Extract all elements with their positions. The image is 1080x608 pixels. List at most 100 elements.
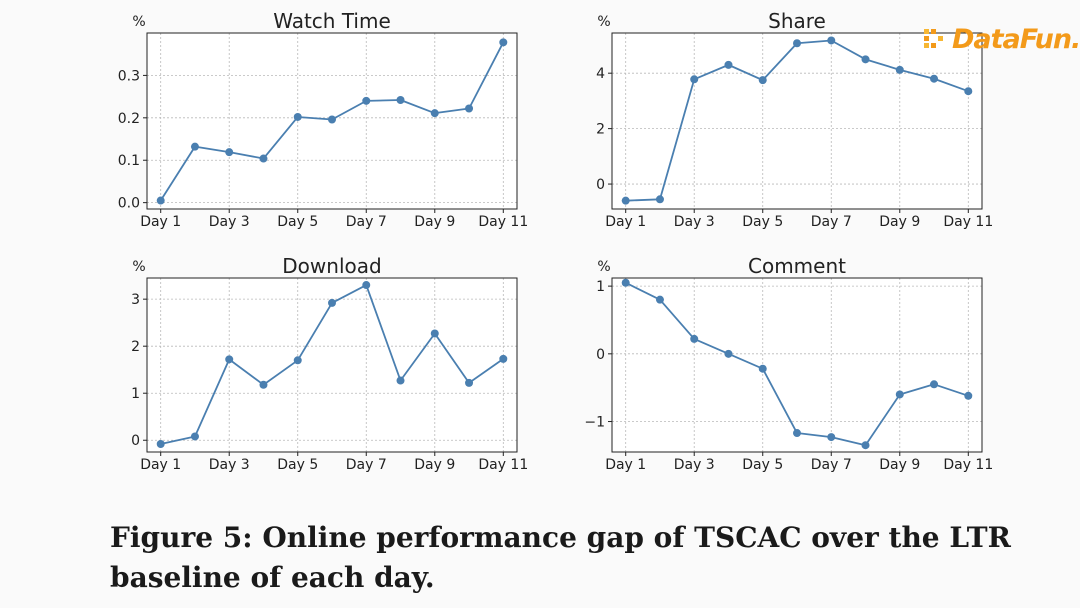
download-point bbox=[396, 376, 405, 385]
watch-time-chart: Day 1 Day 3 Day 5 Day 7 Day 9 Day 11 0.0 0.1 0.2… bbox=[118, 9, 529, 230]
download-point bbox=[328, 298, 336, 307]
watch-time-point bbox=[328, 115, 336, 124]
comment-x-tick-label: Day 5 bbox=[742, 457, 783, 473]
download-point bbox=[156, 440, 165, 449]
download-x-tick-label: Day 7 bbox=[346, 457, 387, 473]
download-y-tick-label: 1 bbox=[131, 386, 140, 402]
comment-plot-area bbox=[612, 278, 982, 452]
share-plot-area bbox=[612, 33, 982, 209]
comment-x-tick-label: Day 11 bbox=[943, 457, 993, 473]
comment-y-tick-label: 1 bbox=[596, 279, 605, 295]
comment-unit-label: % bbox=[597, 259, 610, 275]
download-title: Download bbox=[282, 254, 381, 278]
watch-time-x-tick-label: Day 11 bbox=[478, 214, 528, 230]
watch-time-point bbox=[156, 196, 165, 205]
share-point bbox=[758, 76, 767, 85]
watch-time-y-tick-label: 0.0 bbox=[118, 196, 140, 212]
download-y-tick-label: 2 bbox=[131, 339, 140, 355]
download-point bbox=[430, 329, 439, 338]
download-point bbox=[225, 355, 234, 364]
share-y-tick-label: 4 bbox=[596, 66, 605, 82]
download-x-tick-label: Day 11 bbox=[478, 457, 528, 473]
comment-x-tick-label: Day 3 bbox=[674, 457, 715, 473]
watch-time-point bbox=[259, 154, 268, 163]
download-chart: Day 1 Day 3 Day 5 Day 7 Day 9 Day 11 0 1 2 3 Downl… bbox=[131, 254, 528, 473]
comment-point bbox=[793, 429, 801, 438]
share-chart: Day 1 Day 3 Day 5 Day 7 Day 9 Day 11 0 2 4 Share% bbox=[596, 9, 993, 230]
download-point bbox=[190, 432, 199, 441]
share-x-tick-label: Day 9 bbox=[879, 214, 920, 230]
comment-point bbox=[930, 380, 939, 389]
share-x-tick-label: Day 5 bbox=[742, 214, 783, 230]
watch-time-point bbox=[293, 112, 302, 121]
watch-time-x-tick-label: Day 9 bbox=[414, 214, 455, 230]
share-point bbox=[724, 60, 733, 69]
watch-time-x-tick-label: Day 7 bbox=[346, 214, 387, 230]
download-x-tick-label: Day 9 bbox=[414, 457, 455, 473]
watch-time-point bbox=[499, 38, 508, 47]
download-point bbox=[465, 378, 474, 387]
share-unit-label: % bbox=[597, 14, 610, 30]
share-y-tick-label: 0 bbox=[596, 177, 605, 193]
comment-title: Comment bbox=[748, 254, 846, 278]
watch-time-x-tick-label: Day 3 bbox=[209, 214, 250, 230]
share-point bbox=[895, 65, 904, 74]
download-point bbox=[293, 356, 302, 365]
share-point bbox=[793, 39, 801, 48]
comment-point bbox=[964, 391, 973, 400]
watch-time-unit-label: % bbox=[132, 14, 145, 30]
share-point bbox=[690, 75, 699, 84]
share-point bbox=[930, 74, 939, 83]
share-x-tick-label: Day 7 bbox=[811, 214, 852, 230]
comment-x-tick-label: Day 1 bbox=[605, 457, 646, 473]
comment-y-tick-label: −1 bbox=[584, 415, 605, 431]
figure-caption: Figure 5: Online performance gap of TSCA… bbox=[110, 521, 1011, 594]
watch-time-point bbox=[396, 96, 405, 105]
share-point bbox=[861, 55, 870, 64]
comment-point bbox=[690, 334, 699, 343]
download-point bbox=[259, 380, 268, 389]
comment-frame bbox=[611, 277, 983, 453]
comment-point bbox=[895, 390, 904, 399]
comment-point bbox=[655, 295, 664, 304]
watch-time-point bbox=[465, 104, 474, 113]
logo-text: DataFun. bbox=[952, 23, 1080, 55]
comment-x-tick-label: Day 9 bbox=[879, 457, 920, 473]
share-point bbox=[827, 36, 836, 45]
share-x-tick-label: Day 11 bbox=[943, 214, 993, 230]
comment-point bbox=[724, 349, 733, 358]
download-unit-label: % bbox=[132, 259, 145, 275]
watch-time-point bbox=[225, 148, 234, 157]
share-x-tick-label: Day 3 bbox=[674, 214, 715, 230]
share-title: Share bbox=[768, 9, 826, 33]
watch-time-frame bbox=[146, 32, 518, 210]
comment-point bbox=[827, 433, 836, 442]
share-point bbox=[621, 196, 630, 205]
watch-time-x-tick-label: Day 1 bbox=[140, 214, 181, 230]
download-x-tick-label: Day 3 bbox=[209, 457, 250, 473]
watch-time-point bbox=[362, 96, 371, 105]
datafun-logo: DataFun. bbox=[922, 22, 1080, 56]
comment-point bbox=[861, 441, 870, 450]
comment-point bbox=[758, 364, 767, 373]
comment-x-tick-label: Day 7 bbox=[811, 457, 852, 473]
share-point bbox=[964, 87, 973, 96]
comment-y-tick-label: 0 bbox=[596, 347, 605, 363]
share-y-tick-label: 2 bbox=[596, 122, 605, 138]
download-y-tick-label: 3 bbox=[131, 292, 140, 308]
watch-time-point bbox=[430, 109, 439, 118]
download-point bbox=[362, 281, 371, 290]
download-frame bbox=[146, 277, 518, 453]
datafun-logo-icon bbox=[924, 29, 943, 48]
watch-time-x-tick-label: Day 5 bbox=[277, 214, 318, 230]
comment-point bbox=[621, 278, 630, 287]
download-x-tick-label: Day 5 bbox=[277, 457, 318, 473]
share-x-tick-label: Day 1 bbox=[605, 214, 646, 230]
download-y-tick-label: 0 bbox=[131, 433, 140, 449]
download-plot-area bbox=[147, 278, 517, 452]
download-point bbox=[499, 354, 508, 363]
share-frame bbox=[611, 32, 983, 210]
download-x-tick-label: Day 1 bbox=[140, 457, 181, 473]
